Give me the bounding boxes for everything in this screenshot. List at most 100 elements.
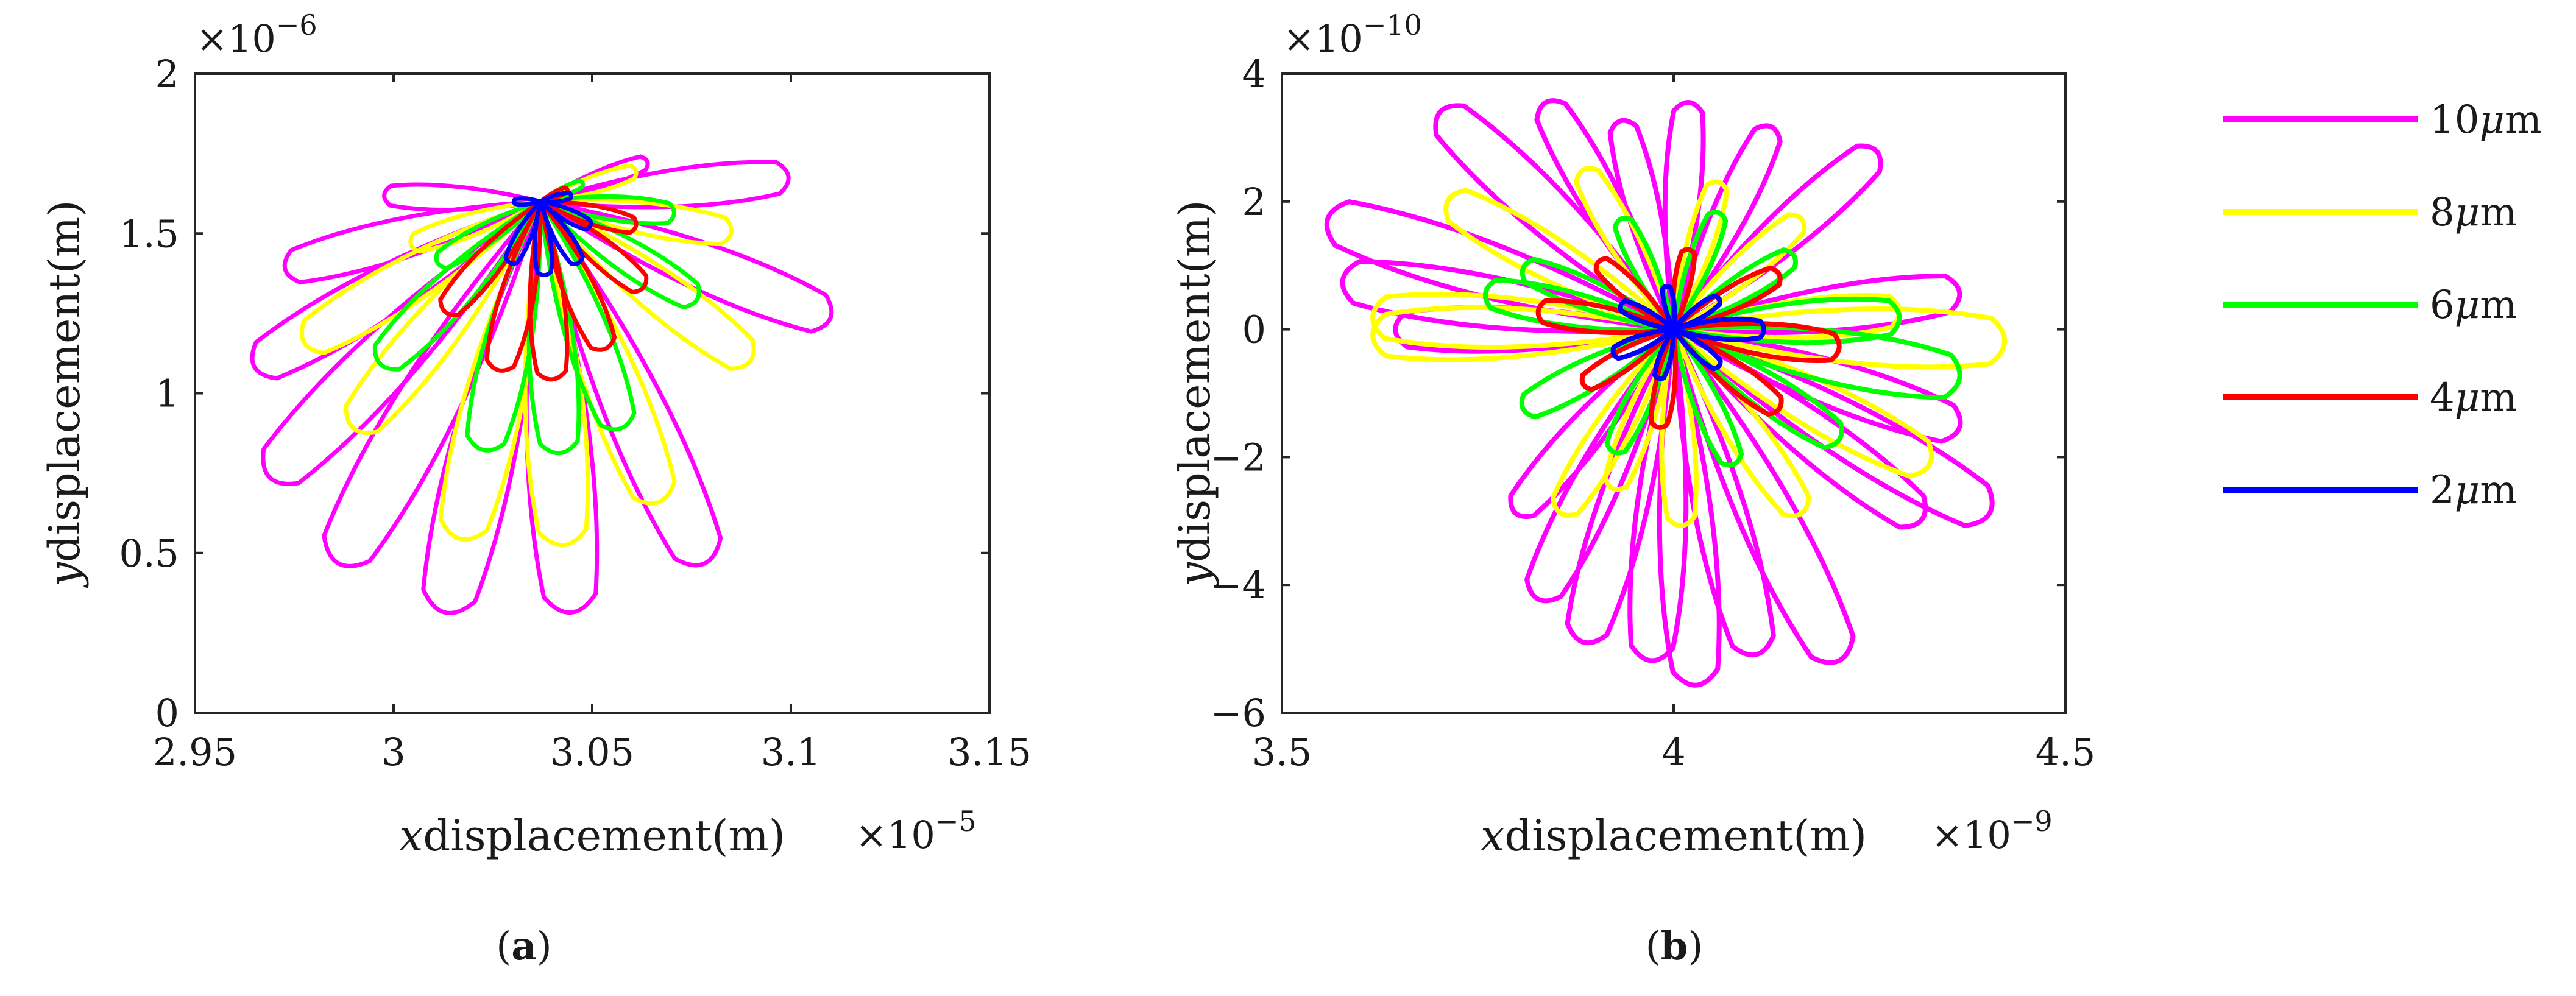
y-tick-label: 1	[155, 372, 179, 416]
series-6μm	[1483, 210, 1962, 468]
series-petal	[372, 199, 543, 372]
x-tick-label: 3.1	[761, 730, 821, 774]
series-petal	[1602, 328, 1676, 492]
series-petal	[540, 160, 791, 210]
axes-box	[194, 72, 991, 714]
panel-b: 3.5 4 4.5 −6 −4 −2 0 2 4 ×10−10 ×10−9 xdisplacement…	[1170, 9, 2095, 969]
series-petal	[1672, 316, 1767, 342]
series-petal	[1672, 327, 1934, 479]
y-axis-title: ydisplacement(m)	[40, 200, 90, 588]
series-petal	[533, 200, 554, 278]
series-petal	[1618, 298, 1675, 332]
series-petal	[1433, 103, 1676, 332]
legend-item: 8μm	[2223, 190, 2517, 235]
y-tick-label: 2	[1242, 180, 1266, 224]
x-multiplier: ×10−9	[1931, 805, 2053, 857]
series-petal	[1612, 216, 1676, 331]
series-petal	[1671, 328, 1856, 665]
series-petal	[1370, 305, 1674, 362]
series-petal	[539, 199, 834, 334]
series-2μm	[503, 191, 593, 278]
y-multiplier: ×10−6	[196, 9, 317, 61]
x-tick-label: 3.15	[947, 730, 1031, 774]
y-tick-label: 0	[155, 691, 179, 735]
series-petal	[1610, 327, 1675, 361]
y-tick-label: 4	[1242, 52, 1266, 96]
series-petal	[1671, 327, 1784, 417]
y-tick-label: 1.5	[119, 211, 179, 256]
series-petal	[539, 185, 570, 204]
series-petal	[1662, 100, 1706, 330]
x-axis-title: xdisplacement(m)	[1481, 811, 1867, 861]
y-tick-label: 2	[155, 52, 179, 96]
x-axis-title: xdisplacement(m)	[399, 811, 785, 861]
series-petal	[1579, 327, 1675, 392]
series-petal	[1671, 123, 1783, 331]
x-tick-label: 3.5	[1252, 730, 1312, 774]
x-tick-label: 3	[381, 730, 405, 774]
series-petal	[1672, 321, 1842, 363]
series-petal	[1672, 274, 1962, 336]
plot-area	[250, 154, 834, 615]
series-petal	[1524, 328, 1676, 604]
series-petal	[538, 200, 637, 432]
y-tick-label: −6	[1211, 691, 1266, 735]
legend-item: 6μm	[2223, 283, 2517, 328]
series-2μm	[1610, 284, 1767, 381]
series-petal	[408, 199, 542, 254]
x-multiplier: ×10−5	[855, 805, 977, 857]
series-petal	[1672, 247, 1798, 332]
series-petal	[1483, 277, 1675, 333]
series-petal	[1550, 327, 1676, 518]
plot-area	[1324, 98, 2008, 688]
legend-label: 2μm	[2430, 468, 2517, 513]
legend-item: 2μm	[2223, 468, 2517, 513]
x-tick-label: 3.05	[550, 730, 634, 774]
series-petal	[539, 198, 734, 247]
legend-label: 4μm	[2430, 375, 2517, 420]
series-petal	[538, 200, 677, 506]
series-petal	[1627, 328, 1689, 663]
series-petal	[1672, 327, 1963, 444]
series-petal	[1660, 284, 1677, 331]
series-petal	[538, 200, 585, 266]
series-petal	[261, 199, 543, 486]
y-tick-label: −2	[1211, 435, 1266, 479]
series-petal	[1671, 327, 1928, 530]
panel-caption: (b)	[1646, 924, 1704, 969]
legend-label: 8μm	[2430, 190, 2517, 235]
y-tick-label: 0	[1242, 308, 1266, 352]
series-petal	[539, 199, 639, 235]
y-tick-label: 0.5	[119, 531, 179, 576]
series-petal	[1671, 293, 1722, 332]
series-petal	[538, 200, 723, 568]
series-petal	[1574, 166, 1676, 331]
series-petal	[1652, 328, 1676, 381]
series-petal	[1671, 179, 1730, 331]
panel-a: 2.95 3 3.05 3.1 3.15 0 0.5 1 1.5 2 ×10−6 ×10−5 xdisp…	[40, 9, 1031, 969]
x-tick-label: 2.95	[153, 730, 237, 774]
series-petal	[344, 200, 543, 435]
series-petal	[1657, 328, 1722, 688]
series-petal	[539, 191, 573, 204]
panel-caption: (a)	[496, 924, 551, 969]
series-petal	[1671, 212, 1807, 332]
series-petal	[503, 200, 543, 266]
series-petal	[511, 196, 542, 207]
series-petal	[434, 199, 542, 270]
series-petal	[540, 194, 676, 226]
legend-item: 10μm	[2223, 97, 2542, 143]
series-petal	[1671, 327, 1723, 372]
series-petal	[1672, 296, 1902, 345]
y-tick-label: −4	[1211, 563, 1266, 607]
series-petal	[1672, 327, 1844, 450]
series-petal	[1671, 210, 1729, 331]
legend-item: 4μm	[2223, 375, 2517, 420]
series-petal	[1659, 328, 1699, 528]
series-petal	[1672, 327, 1995, 528]
legend: 10μm 8μm 6μm 4μm 2μm	[2223, 97, 2542, 513]
series-petal	[1535, 298, 1675, 336]
legend-label: 10μm	[2430, 97, 2542, 143]
y-axis-title: ydisplacement(m)	[1170, 200, 1220, 588]
